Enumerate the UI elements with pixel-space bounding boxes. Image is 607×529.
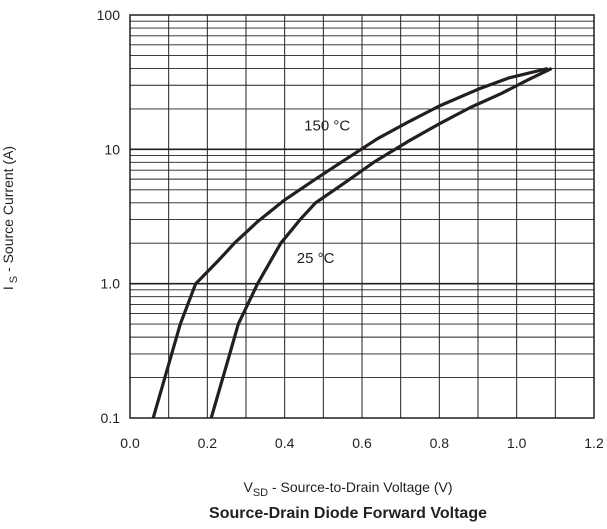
x-axis-title-rest: - Source-to-Drain Voltage (V)	[268, 479, 452, 495]
y-axis-title-sub: S	[8, 276, 20, 283]
x-tick-label: 0.0	[120, 435, 140, 451]
series-group	[151, 66, 553, 419]
x-axis-title-main: V	[243, 479, 253, 495]
x-tick-label: 0.2	[198, 435, 218, 451]
series-line-150c	[151, 66, 548, 419]
annotation-label: 25 °C	[297, 250, 335, 267]
y-tick-labels: 0.1 1.0 10 100	[97, 7, 121, 426]
x-tick-label: 1.2	[584, 435, 604, 451]
grid	[130, 15, 594, 418]
x-tick-label: 1.0	[507, 435, 527, 451]
y-tick-label: 10	[104, 141, 120, 157]
x-tick-label: 0.4	[275, 435, 295, 451]
y-tick-label: 100	[97, 7, 121, 23]
plot-frame	[129, 14, 595, 419]
x-tick-label: 0.6	[352, 435, 372, 451]
x-tick-labels: 0.0 0.2 0.4 0.6 0.8 1.0 1.2	[120, 435, 604, 451]
x-axis-title-sub: SD	[253, 487, 268, 499]
y-axis-title-main: I	[0, 286, 16, 290]
chart-title: Source-Drain Diode Forward Voltage	[209, 505, 487, 522]
y-axis-title: IS - Source Current (A)	[0, 146, 20, 290]
series-line-25c	[209, 67, 553, 419]
y-tick-label: 1.0	[101, 276, 121, 292]
x-axis-title: VSD - Source-to-Drain Voltage (V)	[243, 479, 452, 499]
y-tick-label: 0.1	[101, 410, 121, 426]
x-tick-label: 0.8	[430, 435, 450, 451]
annotation-label: 150 °C	[304, 118, 350, 135]
y-axis-title-rest: - Source Current (A)	[0, 146, 16, 276]
annotations: 150 °C 25 °C	[297, 118, 351, 267]
